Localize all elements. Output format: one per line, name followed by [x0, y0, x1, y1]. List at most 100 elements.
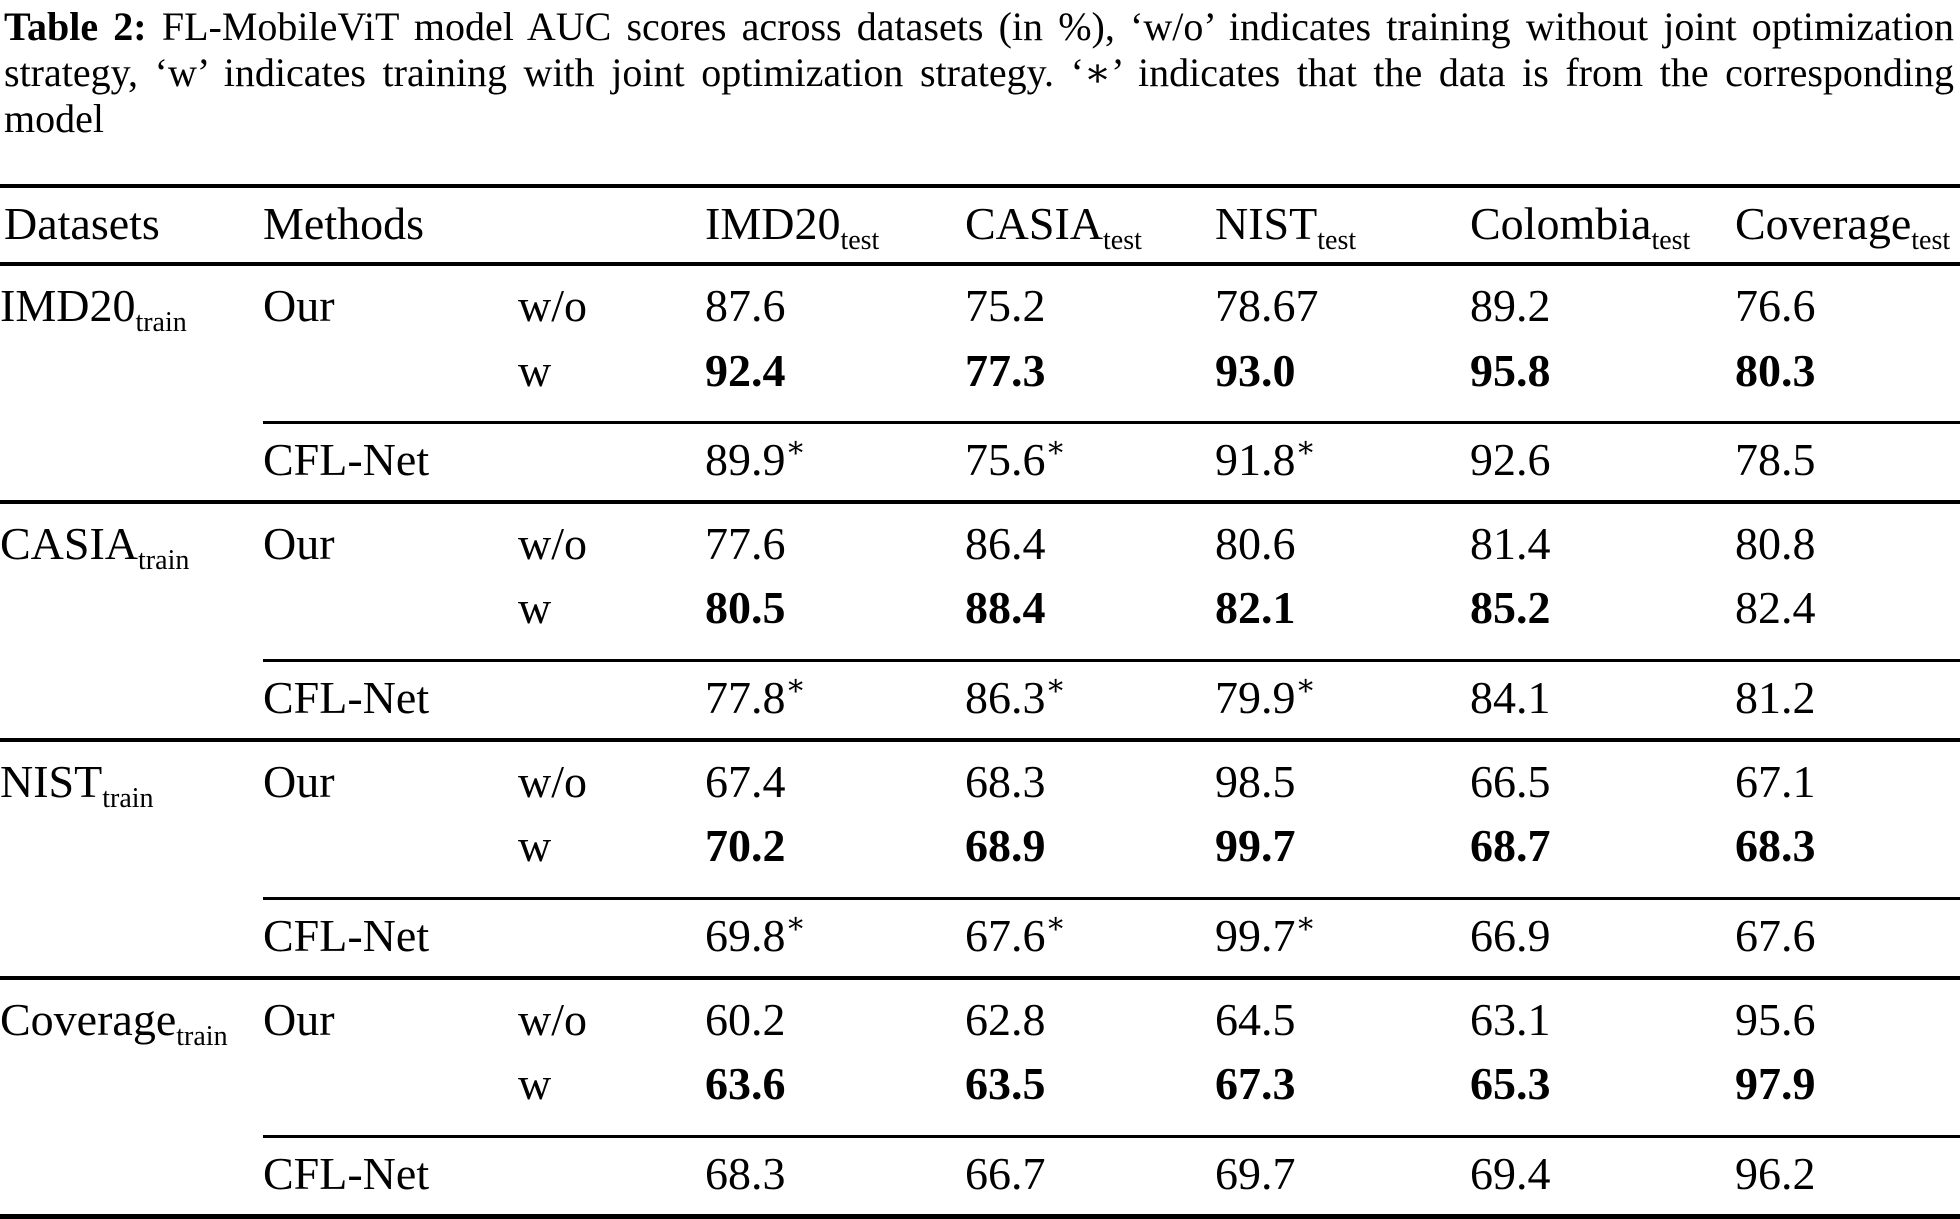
cell-value: 66.9 [1470, 896, 1735, 978]
star-marker: ∗ [785, 906, 806, 940]
table-row: Coveragetrain Our w/o 60.2 62.8 64.5 63.… [0, 975, 1960, 1053]
star-marker: ∗ [785, 430, 806, 464]
cell-value: 63.5 [965, 1058, 1046, 1110]
header-casia-test: CASIAtest [965, 186, 1215, 267]
cell-value: 67.6 [1735, 896, 1960, 978]
star-marker: ∗ [1295, 906, 1316, 940]
cell-value: 68.9 [965, 820, 1046, 872]
cell-value: 63.6 [705, 1058, 786, 1110]
cell-value: 69.8∗ [705, 896, 965, 978]
cell-value: 95.6 [1735, 975, 1960, 1053]
method-label: CFL-Net [263, 896, 518, 978]
table-row: NISTtrain Our w/o 67.4 68.3 98.5 66.5 67… [0, 738, 1960, 815]
method-label: Our [263, 738, 518, 815]
table-row: CFL-Net 68.3 66.7 69.7 69.4 96.2 [0, 1134, 1960, 1219]
method-label: Our [263, 280, 335, 332]
cell-value: 84.1 [1470, 658, 1735, 741]
method-label: Our [263, 500, 518, 577]
cell-value: 86.3∗ [965, 658, 1215, 741]
cell-value: 89.9∗ [705, 420, 965, 503]
method-empty [263, 1052, 518, 1136]
header-row: Datasets Methods IMD20test CASIAtest NIS… [0, 186, 1960, 267]
cell-value: 67.3 [1215, 1058, 1296, 1110]
cell-value: 80.3 [1735, 344, 1816, 396]
variant-label: w/o [518, 500, 705, 577]
cell-value: 62.8 [965, 975, 1215, 1053]
table-row: CFL-Net 89.9∗ 75.6∗ 91.8∗ 92.6 78.5 [0, 420, 1960, 503]
cell-value: 66.5 [1470, 738, 1735, 815]
cell-value: 77.8∗ [705, 658, 965, 741]
star-marker: ∗ [1045, 430, 1066, 464]
variant-label: w/o [518, 280, 587, 332]
cell-value: 67.1 [1735, 738, 1960, 815]
header-variant-empty [518, 186, 705, 267]
table-row: CASIAtrain Our w/o 77.6 86.4 80.6 81.4 8… [0, 500, 1960, 577]
dataset-empty [0, 576, 263, 660]
dataset-empty [0, 1052, 263, 1136]
method-label: Our [263, 975, 518, 1053]
method-label: CFL-Net [263, 420, 518, 503]
table-row: CFL-Net 69.8∗ 67.6∗ 99.7∗ 66.9 67.6 [0, 896, 1960, 978]
cell-value: 75.6∗ [965, 420, 1215, 503]
table-row: CFL-Net 77.8∗ 86.3∗ 79.9∗ 84.1 81.2 [0, 658, 1960, 741]
variant-label: w [518, 582, 552, 634]
cell-value: 79.9∗ [1215, 658, 1470, 741]
dataset-empty [0, 660, 263, 740]
cell-value: 80.8 [1735, 500, 1960, 577]
dataset-empty [0, 898, 263, 978]
variant-label: w/o [518, 738, 705, 815]
cell-value: 68.3 [965, 738, 1215, 815]
cell-value: 92.4 [705, 344, 786, 396]
method-empty [263, 814, 518, 898]
cell-value: 76.6 [1735, 280, 1816, 332]
cell-value: 89.2 [1470, 280, 1551, 332]
cell-value: 78.67 [1215, 280, 1319, 332]
cell-value: 80.5 [705, 582, 786, 634]
variant-label: w [518, 1058, 552, 1110]
star-marker: ∗ [1045, 906, 1066, 940]
cell-value: 81.4 [1470, 500, 1735, 577]
cell-value: 98.5 [1215, 738, 1470, 815]
cell-value: 65.3 [1470, 1058, 1551, 1110]
cell-value: 63.1 [1470, 975, 1735, 1053]
table-row: w 70.2 68.9 99.7 68.7 68.3 [0, 814, 1960, 898]
cell-value: 77.6 [705, 500, 965, 577]
cell-value: 68.3 [705, 1134, 965, 1219]
cell-value: 70.2 [705, 820, 786, 872]
variant-empty [518, 420, 705, 503]
cell-value: 91.8∗ [1215, 420, 1470, 503]
dataset-label: Coveragetrain [0, 975, 263, 1053]
cell-value: 60.2 [705, 975, 965, 1053]
cell-value: 67.6∗ [965, 896, 1215, 978]
cell-value: 67.4 [705, 738, 965, 815]
cell-value: 82.1 [1215, 582, 1296, 634]
cell-value: 81.2 [1735, 658, 1960, 741]
cell-value: 99.7 [1215, 820, 1296, 872]
variant-label: w [518, 344, 552, 396]
cell-value: 96.2 [1735, 1134, 1960, 1219]
variant-empty [518, 896, 705, 978]
star-marker: ∗ [785, 668, 806, 702]
results-table: Datasets Methods IMD20test CASIAtest NIS… [0, 184, 1960, 1219]
cell-value: 78.5 [1735, 420, 1960, 503]
cell-value: 99.7∗ [1215, 896, 1470, 978]
variant-label: w [518, 820, 552, 872]
table-row: IMD20train Our w/o 87.6 75.2 78.67 89.2 … [0, 264, 1960, 338]
method-empty [263, 576, 518, 660]
dataset-empty [0, 339, 263, 423]
cell-value: 97.9 [1735, 1058, 1816, 1110]
cell-value: 69.7 [1215, 1134, 1470, 1219]
header-methods: Methods [263, 186, 518, 267]
header-colombia-test: Colombiatest [1470, 186, 1735, 267]
cell-value: 75.2 [965, 280, 1046, 332]
variant-empty [518, 658, 705, 741]
header-nist-test: NISTtest [1215, 186, 1470, 267]
table-row: w 63.6 63.5 67.3 65.3 97.9 [0, 1052, 1960, 1136]
cell-value: 87.6 [705, 280, 786, 332]
cell-value: 64.5 [1215, 975, 1470, 1053]
cell-value: 93.0 [1215, 344, 1296, 396]
method-empty [263, 339, 518, 423]
table-row: w 80.5 88.4 82.1 85.2 82.4 [0, 576, 1960, 660]
cell-value: 85.2 [1470, 582, 1551, 634]
